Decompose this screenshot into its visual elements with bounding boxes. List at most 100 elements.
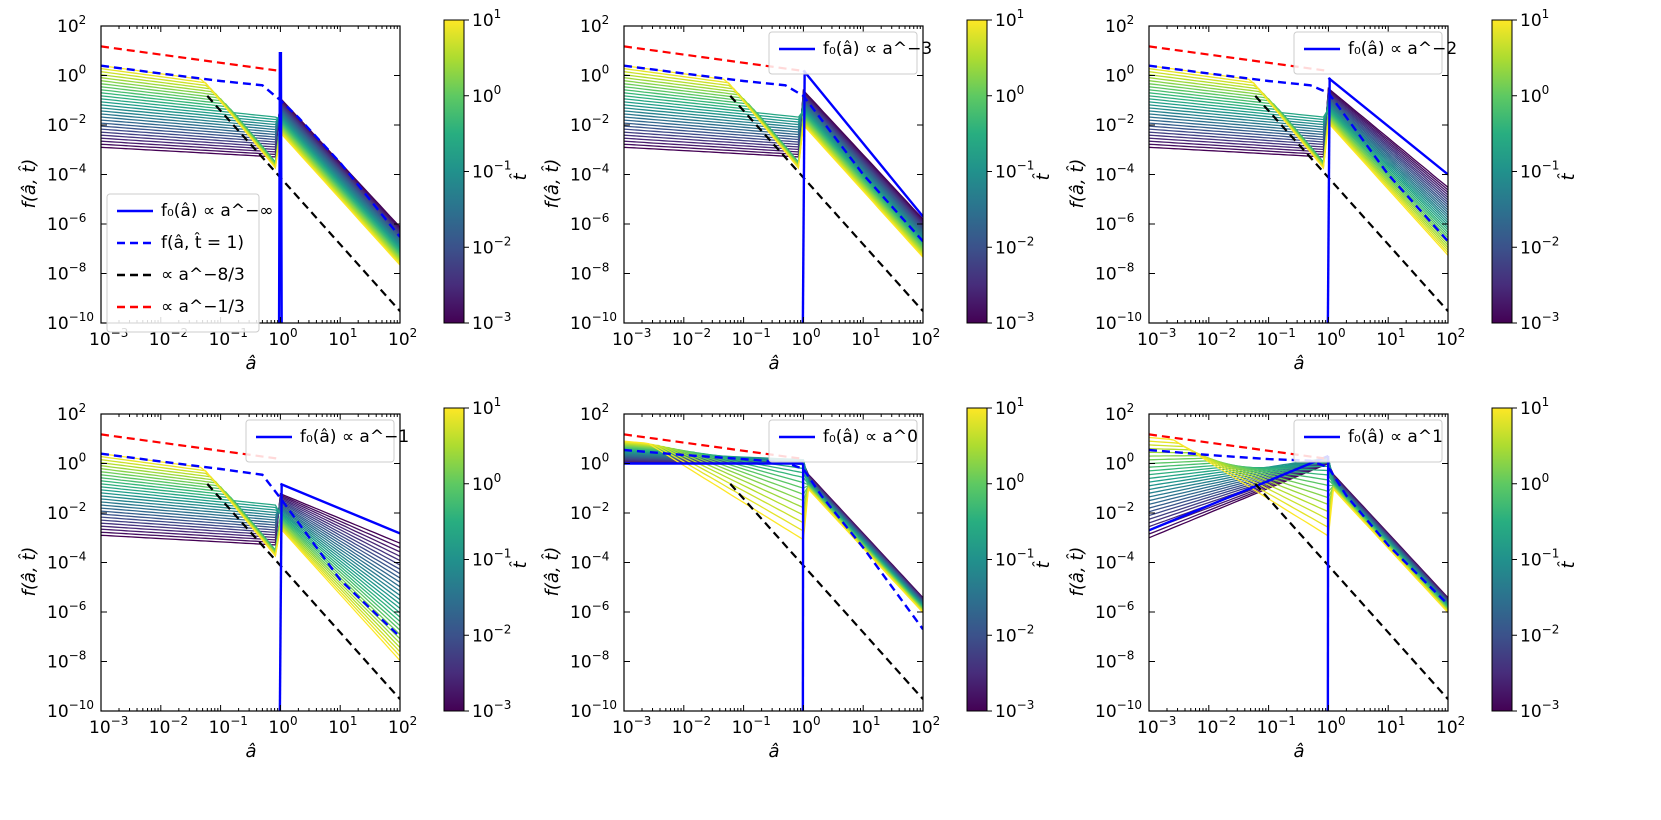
x-tick-label: 100 <box>268 326 297 350</box>
series-line <box>1149 64 1448 243</box>
colorbar-label: t̂ <box>1033 173 1054 181</box>
evolution-curve <box>101 492 400 605</box>
colorbar-tick-label: 10−2 <box>995 622 1034 646</box>
y-axis-label: f(â, t̂) <box>542 159 563 209</box>
initial-spike <box>277 51 283 323</box>
panel-top-middle: 10−3 10−2 10−1 100 101 102 10−10 10−8 10−6 10−4 10… <box>542 7 1054 374</box>
legend-entry-label: f₀(â) ∝ a^−3 <box>823 39 932 59</box>
colorbar-tick-label: 10−1 <box>1520 159 1559 183</box>
legend-entry-label: f(â, t̂ = 1) <box>161 232 244 253</box>
evolution-curve <box>624 86 923 248</box>
evolution-curve <box>624 103 923 236</box>
evolution-curve <box>101 462 400 648</box>
evolution-curve <box>1149 87 1448 188</box>
evolution-curve <box>1149 64 1448 256</box>
x-tick-label: 101 <box>851 326 880 350</box>
colorbar-tick-label: 101 <box>995 395 1024 419</box>
evolution-curve <box>101 489 400 609</box>
evolution-curve <box>624 88 923 220</box>
x-tick-label: 102 <box>911 326 940 350</box>
evolution-curve <box>101 494 400 549</box>
evolution-curve <box>624 97 923 230</box>
x-tick-label: 10−2 <box>672 326 711 350</box>
evolution-curve <box>101 498 400 596</box>
y-tick-label: 100 <box>1105 63 1134 87</box>
evolution-curve <box>624 440 923 613</box>
x-tick-label: 10−1 <box>732 326 771 350</box>
y-tick-label: 102 <box>1105 13 1134 37</box>
evolution-curve <box>1149 98 1448 229</box>
y-tick-label: 102 <box>580 401 609 425</box>
series-line <box>729 483 923 700</box>
evolution-curve <box>1149 461 1448 601</box>
colorbar-tick-label: 101 <box>995 7 1024 31</box>
evolution-curve <box>1149 93 1448 201</box>
x-tick-label: 101 <box>1376 326 1405 350</box>
x-tick-label: 10−3 <box>89 714 128 738</box>
evolution-curve <box>624 453 923 605</box>
colorbar <box>1491 407 1513 712</box>
legend-entry-label: f₀(â) ∝ a^−1 <box>300 427 409 447</box>
colorbar-tick-label: 10−2 <box>1520 622 1559 646</box>
y-axis-label: f(â, t̂) <box>19 159 40 209</box>
evolution-curve <box>624 92 923 224</box>
legend: f₀(â) ∝ a^−3 <box>768 31 932 75</box>
evolution-curve <box>624 447 923 609</box>
y-tick-label: 102 <box>57 13 86 37</box>
evolution-curve <box>624 74 923 254</box>
y-tick-label: 10−2 <box>570 112 609 136</box>
colorbar-tick-label: 100 <box>472 471 501 495</box>
evolution-curve <box>101 101 400 249</box>
evolution-curve <box>101 492 400 546</box>
evolution-curve <box>101 452 400 662</box>
colorbar-label: t̂ <box>1558 173 1579 181</box>
series-line <box>206 483 400 700</box>
evolution-curve <box>624 443 923 612</box>
colorbar-tick-label: 10−2 <box>472 234 511 258</box>
x-tick-label: 102 <box>388 714 417 738</box>
colorbar-tick-label: 10−3 <box>995 698 1034 722</box>
y-tick-label: 10−4 <box>570 162 609 186</box>
panel-bottom-right: 10−3 10−2 10−1 100 101 102 10−10 10−8 10−6 10−4 10… <box>1067 395 1579 762</box>
y-tick-label: 10−2 <box>47 112 86 136</box>
colorbar-tick-label: 100 <box>472 83 501 107</box>
colorbar-tick-label: 10−1 <box>995 159 1034 183</box>
colorbar-label: t̂ <box>510 173 531 181</box>
y-tick-label: 10−10 <box>1095 310 1142 334</box>
y-tick-label: 100 <box>580 63 609 87</box>
evolution-curve <box>624 91 923 223</box>
y-tick-label: 10−8 <box>47 649 86 673</box>
evolution-curve <box>101 104 400 236</box>
evolution-curve <box>624 452 923 606</box>
colorbar-tick-label: 100 <box>995 471 1024 495</box>
y-axis-label: f(â, t̂) <box>542 547 563 597</box>
y-tick-label: 102 <box>57 401 86 425</box>
y-tick-label: 10−10 <box>47 698 94 722</box>
y-tick-label: 102 <box>1105 401 1134 425</box>
evolution-curve <box>101 496 400 557</box>
initial-step <box>801 70 806 323</box>
y-tick-label: 10−4 <box>47 550 86 574</box>
colorbar-tick-label: 10−2 <box>995 234 1034 258</box>
y-tick-label: 10−10 <box>1095 698 1142 722</box>
x-tick-label: 101 <box>328 326 357 350</box>
y-tick-label: 10−4 <box>47 162 86 186</box>
series-line <box>1254 483 1448 700</box>
evolution-curve <box>624 104 923 240</box>
y-axis-label: f(â, t̂) <box>19 547 40 597</box>
y-tick-label: 10−8 <box>47 261 86 285</box>
legend: f₀(â) ∝ a^1 <box>1293 419 1443 463</box>
x-axis-label: â <box>1294 741 1305 762</box>
panel-bottom-left: 10−3 10−2 10−1 100 101 102 10−10 10−8 10−6 10−4 10… <box>19 395 531 762</box>
panel-top-right: 10−3 10−2 10−1 100 101 102 10−10 10−8 10−6 10−4 10… <box>1067 7 1579 374</box>
x-tick-label: 102 <box>388 326 417 350</box>
colorbar-tick-label: 101 <box>472 7 501 31</box>
colorbar <box>966 407 988 712</box>
y-tick-label: 10−8 <box>570 261 609 285</box>
series-line <box>802 69 923 218</box>
x-tick-label: 10−3 <box>1137 714 1176 738</box>
evolution-curve <box>1149 103 1448 221</box>
x-tick-label: 10−1 <box>209 714 248 738</box>
series-line <box>101 45 277 72</box>
evolution-curve <box>101 504 400 588</box>
